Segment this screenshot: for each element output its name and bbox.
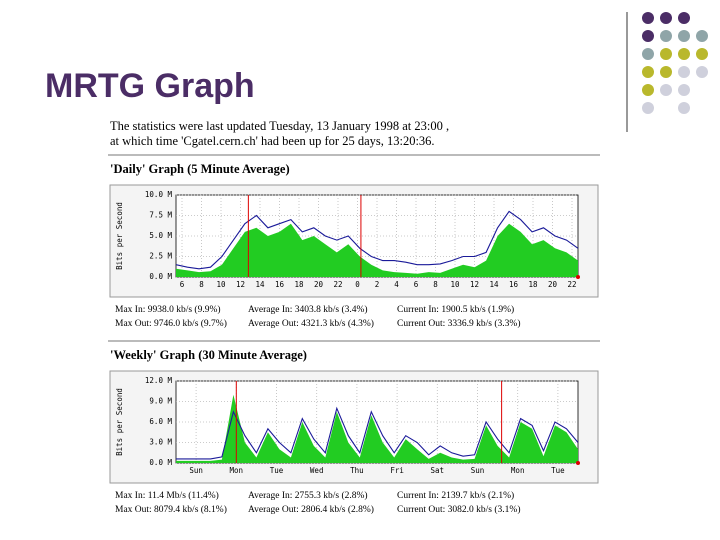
y-tick-label: 6.0 M bbox=[149, 417, 172, 426]
x-tick-label: 20 bbox=[548, 280, 558, 289]
out-line bbox=[175, 210, 579, 270]
y-tick-label: 12.0 M bbox=[145, 376, 173, 385]
stat-text: Average In: 2755.3 kb/s (2.8%) bbox=[248, 490, 368, 501]
y-tick-label: 3.0 M bbox=[149, 438, 172, 447]
status-line: at which time 'Cgatel.cern.ch' had been … bbox=[110, 134, 435, 148]
stat-text: Current Out: 3082.0 kb/s (3.1%) bbox=[397, 504, 521, 515]
slide-title: MRTG Graph bbox=[45, 67, 255, 105]
x-tick-label: 8 bbox=[433, 280, 438, 289]
x-tick-label: 4 bbox=[394, 280, 399, 289]
stat-text: Max In: 11.4 Mb/s (11.4%) bbox=[115, 490, 219, 501]
y-axis-label: Bits per Second bbox=[115, 202, 124, 270]
stat-text: Average Out: 2806.4 kb/s (2.8%) bbox=[248, 504, 374, 515]
x-tick-label: 12 bbox=[470, 280, 479, 289]
axis-arrow bbox=[576, 275, 580, 279]
x-tick-label: 6 bbox=[414, 280, 419, 289]
x-tick-label: 8 bbox=[199, 280, 204, 289]
y-tick-label: 9.0 M bbox=[149, 397, 172, 406]
status-line: The statistics were last updated Tuesday… bbox=[110, 119, 449, 133]
stat-text: Max Out: 8079.4 kb/s (8.1%) bbox=[115, 504, 227, 515]
x-tick-label: 12 bbox=[236, 280, 245, 289]
out-line bbox=[176, 406, 579, 460]
y-tick-label: 10.0 M bbox=[145, 190, 173, 199]
y-tick-label: 0.0 M bbox=[149, 458, 172, 467]
x-tick-label: 2 bbox=[375, 280, 380, 289]
x-tick-label: 0 bbox=[355, 280, 360, 289]
x-tick-label: 18 bbox=[294, 280, 304, 289]
dot-grid bbox=[642, 12, 708, 114]
x-tick-label: Mon bbox=[511, 466, 525, 475]
x-tick-label: Tue bbox=[270, 466, 284, 475]
x-tick-label: 10 bbox=[216, 280, 226, 289]
x-tick-label: Wed bbox=[310, 466, 324, 475]
x-tick-label: 16 bbox=[275, 280, 285, 289]
x-tick-label: Fri bbox=[390, 466, 404, 475]
x-tick-label: 18 bbox=[528, 280, 538, 289]
x-tick-label: Mon bbox=[230, 466, 244, 475]
x-tick-label: 16 bbox=[509, 280, 519, 289]
x-tick-label: Thu bbox=[350, 466, 364, 475]
stat-text: Current Out: 3336.9 kb/s (3.3%) bbox=[397, 318, 521, 329]
stat-text: Max Out: 9746.0 kb/s (9.7%) bbox=[115, 318, 227, 329]
x-tick-label: Sat bbox=[431, 466, 445, 475]
x-tick-label: 20 bbox=[314, 280, 324, 289]
graph-title: 'Weekly' Graph (30 Minute Average) bbox=[110, 348, 307, 362]
stat-text: Average Out: 4321.3 kb/s (4.3%) bbox=[248, 318, 374, 329]
y-tick-label: 0.0 M bbox=[149, 272, 172, 281]
x-tick-label: Sun bbox=[189, 466, 203, 475]
x-tick-label: 22 bbox=[567, 280, 576, 289]
in-area bbox=[176, 394, 578, 463]
x-tick-label: 14 bbox=[489, 280, 499, 289]
y-tick-label: 5.0 M bbox=[149, 231, 172, 240]
stat-text: Max In: 9938.0 kb/s (9.9%) bbox=[115, 304, 221, 315]
graph-title: 'Daily' Graph (5 Minute Average) bbox=[110, 162, 290, 176]
y-tick-label: 2.5 M bbox=[149, 252, 172, 261]
stat-text: Current In: 1900.5 kb/s (1.9%) bbox=[397, 304, 514, 315]
stat-text: Average In: 3403.8 kb/s (3.4%) bbox=[248, 304, 368, 315]
x-tick-label: 14 bbox=[255, 280, 265, 289]
axis-arrow bbox=[576, 461, 580, 465]
y-axis-label: Bits per Second bbox=[115, 388, 124, 456]
x-tick-label: 10 bbox=[450, 280, 460, 289]
x-tick-label: 22 bbox=[333, 280, 342, 289]
in-area bbox=[176, 223, 578, 277]
stat-text: Current In: 2139.7 kb/s (2.1%) bbox=[397, 490, 514, 501]
x-tick-label: 6 bbox=[180, 280, 185, 289]
x-tick-label: Sun bbox=[471, 466, 485, 475]
y-tick-label: 7.5 M bbox=[149, 211, 172, 220]
x-tick-label: Tue bbox=[551, 466, 565, 475]
